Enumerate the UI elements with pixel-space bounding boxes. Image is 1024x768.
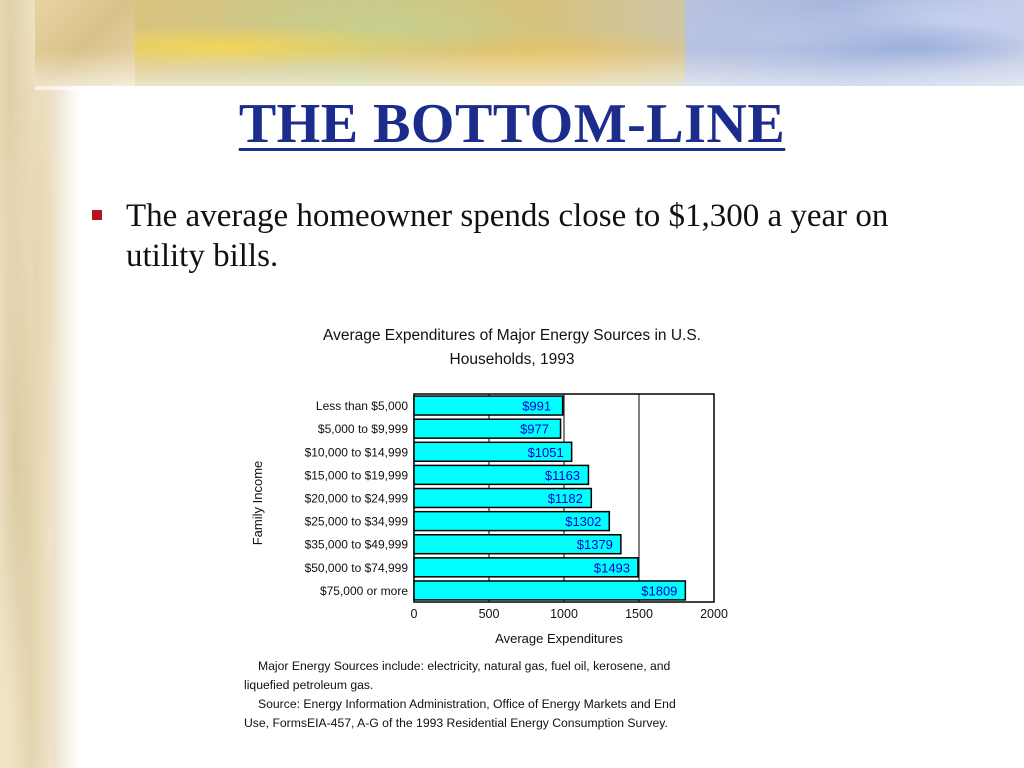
slide-title: THE BOTTOM-LINE [238,93,786,155]
collage-fade [35,50,1024,90]
bar [413,487,593,509]
bar-value-label: $1493 [594,560,630,575]
bullet-item: The average homeowner spends close to $1… [88,196,948,276]
bar [413,464,590,486]
category-label: $5,000 to $9,999 [318,422,408,436]
x-tick-label: 1500 [625,607,653,621]
bar [413,441,573,463]
bar-value-label: $1302 [565,514,601,529]
bar-value-label: $1163 [545,468,580,483]
x-tick-label: 0 [411,607,418,621]
bar-value-label: $1182 [548,491,583,506]
y-axis-label: Family Income [250,461,265,546]
x-tick-label: 1000 [550,607,578,621]
bar [413,510,611,532]
x-tick-label: 2000 [700,607,728,621]
chart-svg: Average Expenditures of Major Energy Sou… [244,327,728,730]
bar [413,580,687,601]
chart-title-line: Average Expenditures of Major Energy Sou… [323,327,701,344]
square-bullet-icon [92,210,102,220]
bar-value-label: $1051 [528,445,564,460]
bar-value-label: $977 [520,422,549,437]
chart-title-line: Households, 1993 [450,351,575,368]
bar [413,418,562,439]
category-label: $75,000 or more [320,584,408,598]
x-axis-label: Average Expenditures [495,631,623,646]
bar-value-label: $1809 [641,583,677,598]
chart-note-line: Source: Energy Information Administratio… [258,697,676,711]
bar [413,395,564,416]
category-label: $20,000 to $24,999 [305,492,409,506]
category-label: $15,000 to $19,999 [305,468,409,482]
parchment-background [0,0,52,768]
bar-value-label: $991 [522,399,551,414]
category-label: Less than $5,000 [316,399,408,413]
bar [413,557,639,578]
bar [413,533,622,555]
chart-note-line: Major Energy Sources include: electricit… [258,659,670,673]
bar-value-label: $1379 [577,537,613,552]
bullet-text: The average homeowner spends close to $1… [126,198,889,274]
category-label: $10,000 to $14,999 [305,445,409,459]
category-label: $25,000 to $34,999 [305,515,409,529]
parchment-fade [52,0,80,768]
chart-note-line: Use, FormsEIA-457, A-G of the 1993 Resid… [244,716,668,730]
expenditure-chart: Average Expenditures of Major Energy Sou… [236,318,796,743]
category-label: $50,000 to $74,999 [305,561,409,575]
category-label: $35,000 to $49,999 [305,538,409,552]
x-tick-label: 500 [479,607,500,621]
chart-note-line: liquefied petroleum gas. [244,678,373,692]
